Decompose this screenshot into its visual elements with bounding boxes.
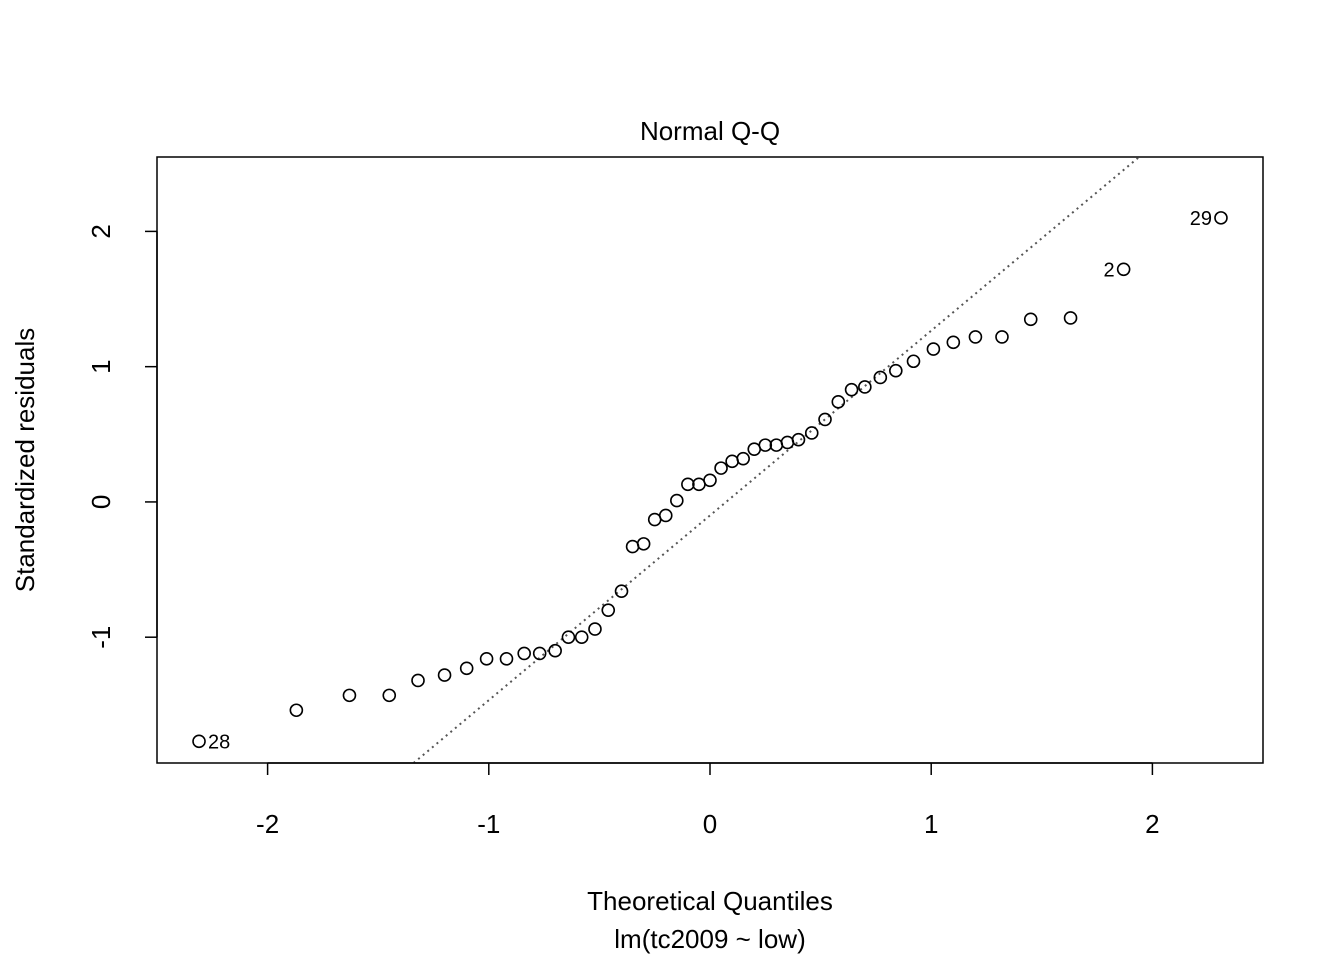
data-point xyxy=(574,630,589,645)
data-point xyxy=(1063,311,1078,325)
data-point xyxy=(844,382,859,397)
data-point xyxy=(858,380,872,394)
data-point xyxy=(499,652,514,666)
points-layer xyxy=(192,211,1228,749)
y-tick-label: 0 xyxy=(86,495,116,509)
y-tick-label: 1 xyxy=(86,359,116,373)
data-point xyxy=(995,330,1009,344)
data-point xyxy=(725,454,739,469)
data-point xyxy=(747,442,762,456)
data-point xyxy=(647,512,662,527)
x-tick-label: 0 xyxy=(703,809,717,839)
chart-title: Normal Q-Q xyxy=(640,116,780,146)
y-tick-label: -1 xyxy=(86,626,116,649)
data-point xyxy=(758,438,773,452)
x-tick-label: -1 xyxy=(477,809,500,839)
data-point xyxy=(804,426,819,440)
annotation-layer: 28 2 29 xyxy=(208,208,1212,753)
data-point xyxy=(968,330,983,344)
x-axis-sublabel: lm(tc2009 ~ low) xyxy=(614,924,805,954)
data-point xyxy=(342,688,357,703)
data-point xyxy=(703,473,717,488)
data-point xyxy=(692,477,706,492)
point-label: 29 xyxy=(1190,208,1212,230)
data-point xyxy=(658,508,673,523)
y-axis-label: Standardized residuals xyxy=(10,328,40,593)
data-point xyxy=(437,668,452,682)
qq-reference-line xyxy=(412,156,1140,764)
data-point xyxy=(382,688,397,703)
data-point xyxy=(769,438,784,452)
data-point xyxy=(517,646,531,661)
data-point xyxy=(601,603,616,617)
data-point xyxy=(780,435,795,450)
data-point xyxy=(289,703,304,718)
point-label: 28 xyxy=(208,731,230,753)
data-point xyxy=(831,395,846,409)
data-point xyxy=(192,734,206,749)
data-point xyxy=(1116,262,1131,277)
x-axis-label: Theoretical Quantiles xyxy=(587,886,833,916)
data-point xyxy=(906,354,921,369)
point-label: 2 xyxy=(1104,259,1115,281)
data-point xyxy=(636,537,651,551)
data-point xyxy=(946,335,961,350)
x-tick-label: 2 xyxy=(1145,809,1159,839)
data-point xyxy=(791,432,806,447)
data-point xyxy=(1023,312,1038,327)
data-point xyxy=(561,630,576,645)
data-point xyxy=(479,652,494,666)
plot-frame xyxy=(156,156,1264,764)
data-point xyxy=(411,673,425,688)
data-point xyxy=(459,661,474,676)
data-point xyxy=(1214,211,1228,225)
y-tick-label: 2 xyxy=(86,224,116,238)
data-point xyxy=(926,342,941,356)
data-point xyxy=(681,477,695,492)
data-point xyxy=(714,461,728,475)
data-point xyxy=(818,412,832,427)
data-point xyxy=(625,539,640,554)
data-point xyxy=(614,584,629,599)
y-axis: -1 0 1 2 xyxy=(86,224,158,649)
reference-line-layer xyxy=(412,156,1140,764)
x-tick-label: 1 xyxy=(924,809,938,839)
data-point xyxy=(736,451,750,466)
data-point xyxy=(889,363,903,378)
data-point xyxy=(873,370,888,385)
data-point xyxy=(588,622,602,636)
data-point xyxy=(532,646,547,661)
x-tick-label: -2 xyxy=(256,809,279,839)
x-axis: -2 -1 0 1 2 xyxy=(256,762,1160,839)
data-point xyxy=(548,643,562,658)
data-point xyxy=(670,493,684,508)
